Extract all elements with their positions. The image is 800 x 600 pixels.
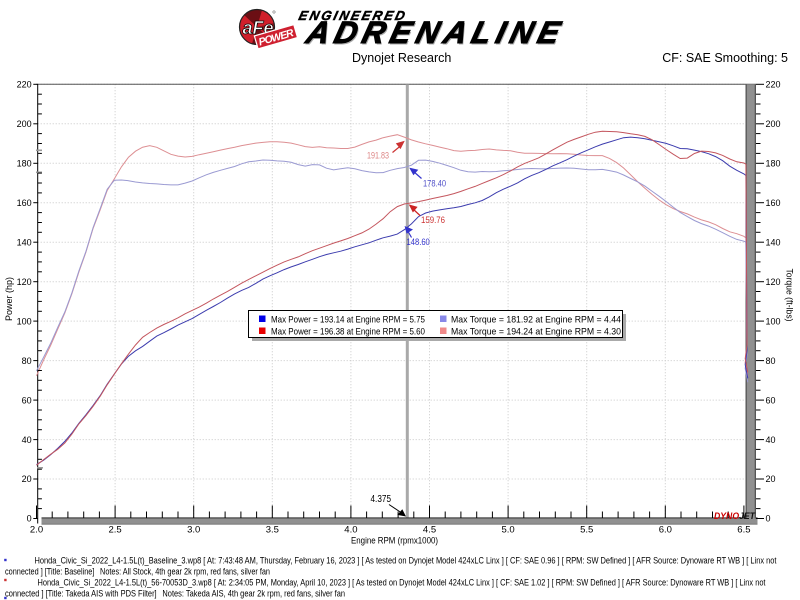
svg-text:80: 80 <box>22 356 32 366</box>
svg-text:DYNOJET: DYNOJET <box>714 511 756 522</box>
svg-text:60: 60 <box>766 395 776 405</box>
svg-text:6.0: 6.0 <box>659 525 672 536</box>
svg-text:180: 180 <box>766 159 781 169</box>
svg-text:6.5: 6.5 <box>737 525 750 536</box>
svg-text:220: 220 <box>17 80 32 90</box>
svg-text:2.5: 2.5 <box>108 525 121 536</box>
svg-text:3.5: 3.5 <box>266 525 279 536</box>
svg-text:80: 80 <box>766 356 776 366</box>
svg-text:20: 20 <box>766 474 776 484</box>
svg-text:40: 40 <box>766 435 776 445</box>
svg-text:120: 120 <box>17 277 32 287</box>
svg-text:140: 140 <box>766 237 781 247</box>
svg-text:0: 0 <box>766 514 771 524</box>
svg-text:Max Power = 193.14 at Engine R: Max Power = 193.14 at Engine RPM = 5.75 <box>271 315 425 326</box>
svg-text:148.60: 148.60 <box>407 237 430 248</box>
svg-text:140: 140 <box>17 237 32 247</box>
svg-text:Engine RPM (rpmx1000): Engine RPM (rpmx1000) <box>351 536 438 547</box>
svg-text:4.5: 4.5 <box>423 525 436 536</box>
svg-text:200: 200 <box>17 119 32 129</box>
svg-text:connected ] [Title: Takeda AIS: connected ] [Title: Takeda AIS with PDS … <box>5 589 345 599</box>
svg-text:200: 200 <box>766 119 781 129</box>
svg-text:Max Torque = 194.24 at Engine: Max Torque = 194.24 at Engine RPM = 4.30 <box>451 327 621 338</box>
svg-text:159.76: 159.76 <box>421 215 445 226</box>
svg-text:4.0: 4.0 <box>344 525 357 536</box>
svg-text:160: 160 <box>766 198 781 208</box>
svg-text:Torque (ft-lbs): Torque (ft-lbs) <box>785 269 795 322</box>
svg-text:Honda_Civic_Si_2022_L4-1.5L(t): Honda_Civic_Si_2022_L4-1.5L(t)_Baseline_… <box>35 556 777 566</box>
svg-text:0: 0 <box>27 514 32 524</box>
svg-text:5.0: 5.0 <box>501 525 514 536</box>
svg-text:100: 100 <box>17 316 32 326</box>
svg-text:Max Torque = 181.92 at Engine: Max Torque = 181.92 at Engine RPM = 4.44 <box>451 315 621 326</box>
svg-text:20: 20 <box>22 474 32 484</box>
svg-text:180: 180 <box>17 159 32 169</box>
svg-text:2.0: 2.0 <box>30 525 43 536</box>
svg-text:60: 60 <box>22 395 32 405</box>
svg-text:40: 40 <box>22 435 32 445</box>
svg-text:178.40: 178.40 <box>423 179 446 190</box>
svg-text:connected ] [Title: Baseline]: connected ] [Title: Baseline] Notes: All… <box>5 567 270 577</box>
svg-text:4.375: 4.375 <box>371 494 392 505</box>
svg-text:5.5: 5.5 <box>580 525 593 536</box>
svg-text:3.0: 3.0 <box>187 525 200 536</box>
svg-text:220: 220 <box>766 80 781 90</box>
svg-text:191.83: 191.83 <box>367 151 389 162</box>
svg-text:Max Power = 196.38 at Engine R: Max Power = 196.38 at Engine RPM = 5.60 <box>271 327 425 338</box>
svg-text:100: 100 <box>766 316 781 326</box>
svg-text:Honda_Civic_Si_2022_L4-1.5L(t): Honda_Civic_Si_2022_L4-1.5L(t)_56-70053D… <box>38 578 766 588</box>
svg-text:Power (hp): Power (hp) <box>4 277 14 321</box>
svg-text:120: 120 <box>766 277 781 287</box>
svg-text:160: 160 <box>17 198 32 208</box>
